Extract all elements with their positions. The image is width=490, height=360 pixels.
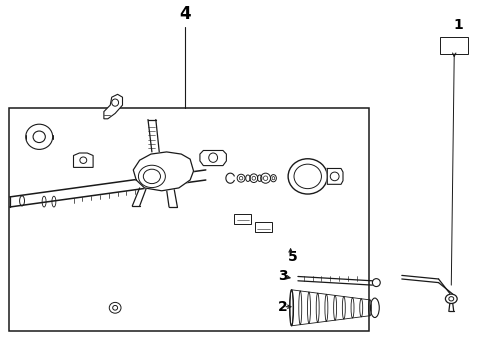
Polygon shape bbox=[327, 168, 343, 184]
Polygon shape bbox=[200, 150, 226, 166]
Ellipse shape bbox=[288, 159, 327, 194]
Bar bbox=[234, 214, 251, 224]
Polygon shape bbox=[104, 94, 122, 119]
Bar bbox=[9, 108, 369, 331]
Polygon shape bbox=[133, 152, 194, 191]
Ellipse shape bbox=[138, 165, 165, 188]
Text: 1: 1 bbox=[453, 18, 463, 32]
Bar bbox=[440, 37, 468, 54]
Bar bbox=[255, 222, 272, 232]
Text: 4: 4 bbox=[179, 5, 191, 23]
Text: 5: 5 bbox=[288, 251, 298, 264]
Text: 2: 2 bbox=[278, 300, 288, 314]
Text: 3: 3 bbox=[278, 270, 288, 283]
Ellipse shape bbox=[445, 294, 457, 303]
